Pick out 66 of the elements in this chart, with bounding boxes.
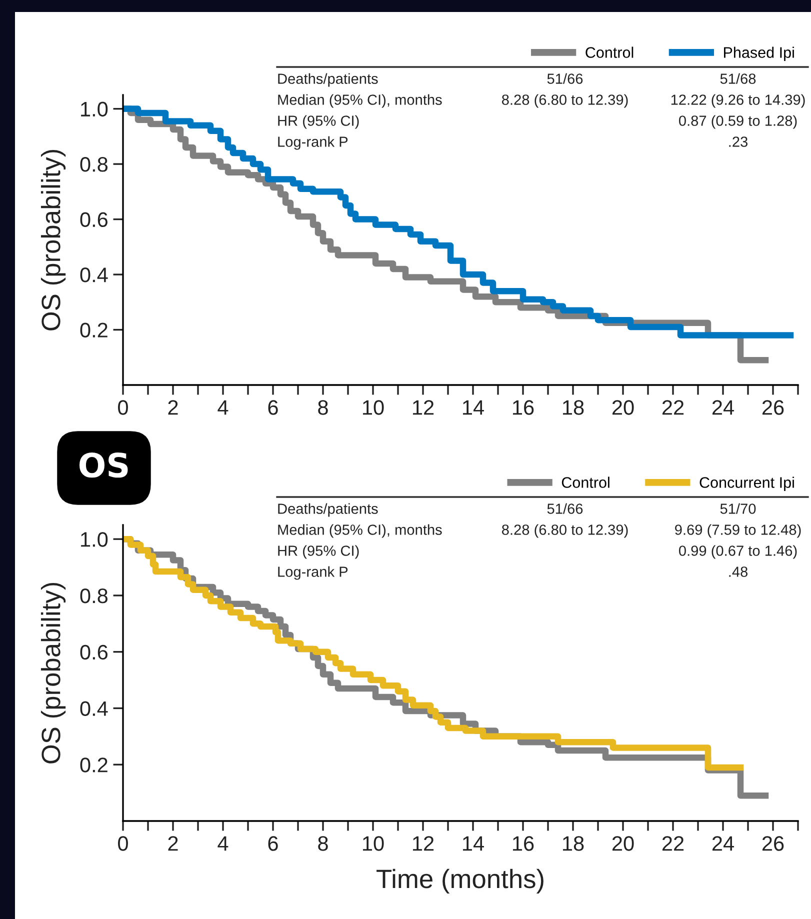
- y-tick-label: 0.6: [80, 212, 108, 228]
- annotation: 0.87 (0.59 to 1.28): [678, 115, 797, 129]
- x-tick-label: 12: [413, 400, 434, 415]
- x-tick-label: 10: [363, 400, 384, 415]
- legend-label: Control: [586, 46, 634, 58]
- annotation: 8.28 (6.80 to 12.39): [502, 524, 628, 538]
- x-tick-label: 18: [563, 400, 584, 415]
- x-tick-label: 12: [413, 836, 434, 851]
- annotation: HR (95% CI): [278, 115, 359, 129]
- legend-label: Concurrent Ipi: [700, 476, 794, 491]
- text: 51/66: [547, 503, 583, 514]
- x-tick-label: 26: [762, 836, 784, 851]
- x-tick-label: 10: [363, 836, 384, 851]
- y-tick-label: 0.2: [80, 322, 108, 338]
- text: Deaths/patients: [278, 503, 378, 517]
- annotation: HR (95% CI): [278, 545, 359, 559]
- x-tick-label: 24: [712, 400, 734, 415]
- annotation: Log-rank P: [278, 566, 348, 580]
- text: 51/68: [720, 73, 756, 84]
- x-tick-label: 26: [762, 400, 784, 415]
- y-tick-label: 0.4: [80, 701, 108, 716]
- y-tick-label: 1.0: [81, 102, 108, 117]
- x-tick-label: 22: [662, 836, 684, 851]
- legend-label: Control: [562, 476, 610, 488]
- annotation: Log-rank P: [278, 136, 348, 150]
- x-tick-label: 6: [268, 400, 278, 415]
- text: Deaths/patients: [278, 73, 378, 87]
- x-tick-label: 8: [318, 836, 328, 851]
- x-tick-label: 14: [463, 400, 484, 415]
- y-tick-label: 0.8: [80, 157, 108, 172]
- annotation: 9.69 (7.59 to 12.48): [675, 524, 801, 538]
- y-tick-label: 0.2: [80, 758, 108, 772]
- text: 51/66: [547, 73, 583, 84]
- x-tick-label: 4: [218, 400, 228, 415]
- y-tick-label: 0.4: [80, 268, 108, 282]
- y-tick-label: 0.6: [80, 644, 108, 660]
- annotation: 12.22 (9.26 to 14.39): [671, 94, 805, 108]
- x-tick-label: 22: [662, 400, 684, 415]
- x-tick-label: 8: [318, 400, 328, 415]
- x-tick-label: 16: [513, 400, 534, 415]
- annotation: Median (95% CI), months: [278, 524, 442, 538]
- x-tick-label: 2: [168, 400, 178, 415]
- text: 51/70: [720, 503, 756, 514]
- y-tick-label: 1.0: [81, 532, 108, 547]
- y-axis-title: OS (probability): [40, 582, 66, 764]
- x-tick-label: 2: [168, 836, 178, 851]
- x-axis-title: Time (months): [376, 868, 544, 894]
- annotation: .23: [729, 136, 748, 147]
- x-tick-label: 20: [612, 836, 634, 851]
- annotation: Median (95% CI), months: [278, 94, 442, 108]
- x-tick-label: 24: [712, 836, 734, 851]
- x-tick-label: 0: [118, 836, 128, 851]
- x-tick-label: 14: [463, 836, 484, 851]
- x-tick-label: 6: [268, 836, 278, 851]
- y-axis-title: OS (probability): [40, 150, 66, 330]
- annotation: .48: [729, 566, 748, 577]
- annotation: 0.99 (0.67 to 1.46): [678, 545, 797, 559]
- x-tick-label: 0: [118, 400, 128, 415]
- x-tick-label: 4: [218, 836, 228, 851]
- y-tick-label: 0.8: [80, 588, 108, 604]
- x-tick-label: 18: [563, 836, 584, 851]
- chart-title: OS: [79, 452, 128, 478]
- annotation: 8.28 (6.80 to 12.39): [502, 94, 628, 108]
- x-tick-label: 20: [612, 400, 634, 415]
- x-tick-label: 16: [513, 836, 534, 851]
- legend-label: Phased Ipi: [724, 46, 794, 61]
